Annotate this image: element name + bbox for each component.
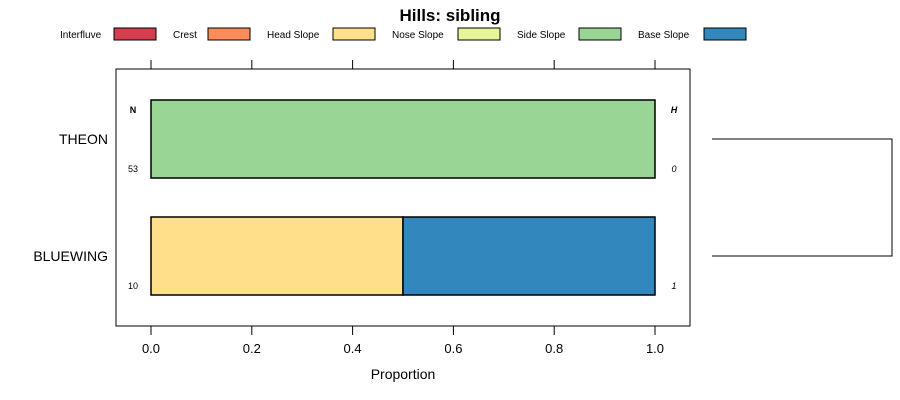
chart-title: Hills: sibling: [399, 6, 500, 25]
legend-label: Base Slope: [638, 30, 690, 41]
bar-segment: [402, 216, 656, 296]
legend-label: Side Slope: [517, 30, 566, 41]
legend-label: Crest: [173, 30, 197, 41]
category-label: BLUEWING: [33, 248, 108, 264]
category-labels: THEON BLUEWING: [33, 131, 108, 264]
x-tick-label: 0.6: [444, 341, 462, 356]
category-label: THEON: [59, 131, 108, 147]
n-h-annotations: 53 0 10 1: [128, 164, 677, 291]
n-value: 53: [128, 164, 138, 174]
h-column-header: H: [671, 105, 678, 115]
h-value: 0: [671, 164, 676, 174]
x-tick-label: 0.2: [243, 341, 261, 356]
legend-label: Head Slope: [267, 30, 320, 41]
legend-swatch: [113, 27, 157, 41]
x-tick-label: 1.0: [646, 341, 664, 356]
bar-segment: [150, 216, 404, 296]
x-tick-label: 0.8: [545, 341, 563, 356]
legend-swatch: [457, 27, 501, 41]
legend-swatch: [332, 27, 376, 41]
x-tick-label: 0.0: [142, 341, 160, 356]
bottom-axis-ticks: [150, 326, 656, 335]
legend-swatch: [578, 27, 622, 41]
h-value: 1: [671, 281, 676, 291]
n-column-header: N: [130, 105, 137, 115]
x-tick-label: 0.4: [344, 341, 362, 356]
legend-swatch: [703, 27, 747, 41]
bar-segment: [150, 99, 656, 179]
legend: Interfluve Crest Head Slope Nose Slope Side …: [60, 27, 747, 41]
bars: [150, 99, 656, 296]
legend-swatch: [207, 27, 251, 41]
top-axis-ticks: [150, 60, 656, 69]
legend-label: Interfluve: [60, 30, 102, 41]
plot-frame: [115, 68, 691, 327]
n-value: 10: [128, 281, 138, 291]
x-axis-title: Proportion: [371, 366, 436, 382]
dendrogram: [712, 138, 893, 257]
legend-label: Nose Slope: [392, 30, 444, 41]
x-tick-labels: 0.0 0.2 0.4 0.6 0.8 1.0: [142, 341, 664, 356]
